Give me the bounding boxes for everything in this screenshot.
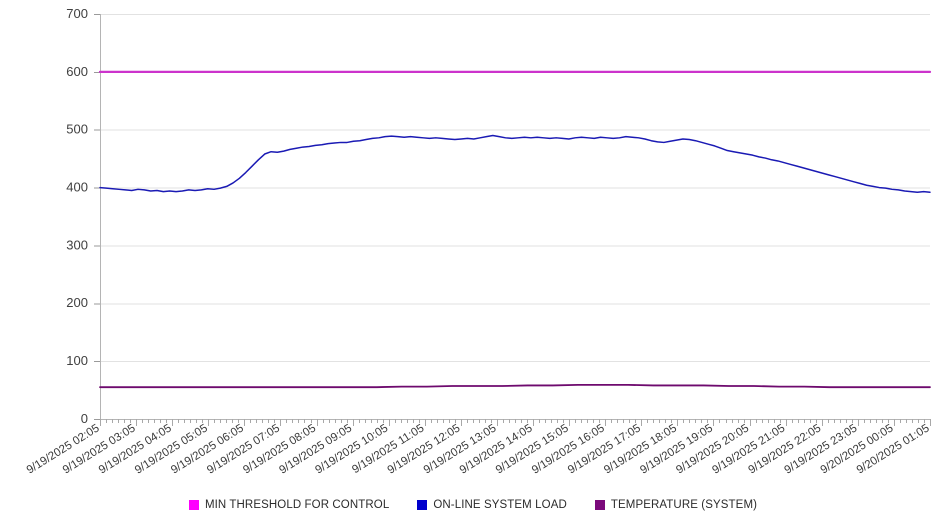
legend-color-swatch (188, 500, 199, 510)
legend-label: MIN THRESHOLD FOR CONTROL (204, 499, 390, 511)
y-axis-tick-label: 0 (81, 411, 88, 426)
y-axis-tick-label: 400 (66, 180, 88, 195)
y-axis-tick-label: 500 (66, 122, 88, 137)
legend-label: TEMPERATURE (SYSTEM) (610, 499, 758, 511)
series-line-1 (99, 134, 931, 193)
legend-item[interactable]: MIN THRESHOLD FOR CONTROL (188, 499, 390, 511)
legend-item[interactable]: ON-LINE SYSTEM LOAD (417, 499, 567, 511)
y-axis-tick-label: 700 (66, 6, 88, 21)
legend-label: ON-LINE SYSTEM LOAD (433, 499, 567, 511)
legend-color-swatch (417, 500, 428, 510)
y-axis-tick-label: 200 (66, 295, 88, 310)
y-axis-tick-label: 100 (66, 353, 88, 368)
legend-item[interactable]: TEMPERATURE (SYSTEM) (594, 499, 758, 511)
legend-color-swatch (594, 500, 605, 510)
y-axis-tick-label: 300 (66, 237, 88, 252)
y-axis-tick-label: 600 (66, 64, 88, 79)
chart-legend: MIN THRESHOLD FOR CONTROL ON-LINE SYSTEM … (0, 494, 946, 516)
series-line-2 (99, 383, 931, 389)
